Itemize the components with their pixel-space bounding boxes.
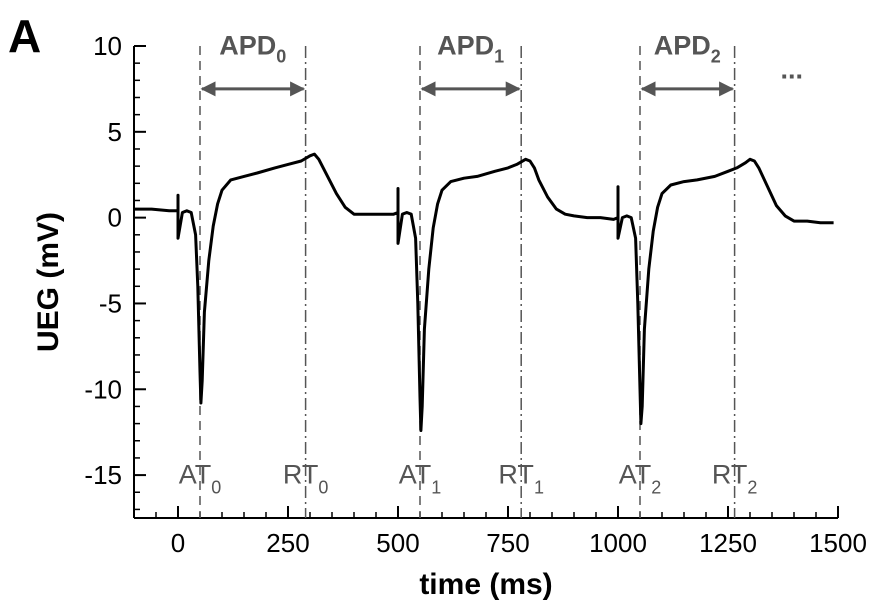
x-tick-label: 1500	[809, 528, 867, 558]
x-tick-label: 0	[171, 528, 185, 558]
recovery-time-label: RT0	[283, 460, 329, 498]
y-tick-label: -5	[99, 288, 122, 318]
annotations: AT0 AT1 AT2 RT0 RT1 RT2 APD0 APD1 APD2...	[179, 31, 803, 518]
ueg-trace-group	[134, 152, 834, 432]
ueg-trace	[134, 152, 834, 432]
activation-time-label: AT0	[179, 460, 222, 498]
x-tick-label: 500	[376, 528, 419, 558]
y-tick-label: -15	[84, 460, 122, 490]
y-tick-label: 0	[108, 203, 122, 233]
apd-label: APD1	[437, 31, 504, 67]
y-tick-label: 5	[108, 117, 122, 147]
continuation-ellipsis: ...	[781, 55, 804, 85]
apd-label: APD0	[219, 31, 286, 67]
y-tick-label: 10	[93, 31, 122, 61]
recovery-time-label: RT2	[712, 460, 758, 498]
x-tick-label: 1250	[699, 528, 757, 558]
y-axis-title: UEG (mV)	[32, 212, 65, 352]
axes: -15 -10 -5 0 5 10 0 250 500 750 1000 1250 1500	[84, 31, 867, 558]
activation-time-label: AT2	[619, 460, 662, 498]
x-axis-title: time (ms)	[419, 568, 552, 601]
panel-label: A	[8, 10, 41, 62]
recovery-time-label: RT1	[498, 460, 544, 498]
x-tick-label: 750	[486, 528, 529, 558]
apd-label: APD2	[654, 31, 721, 67]
x-tick-label: 250	[266, 528, 309, 558]
y-tick-label: -10	[84, 374, 122, 404]
activation-time-label: AT1	[399, 460, 442, 498]
x-tick-label: 1000	[589, 528, 647, 558]
